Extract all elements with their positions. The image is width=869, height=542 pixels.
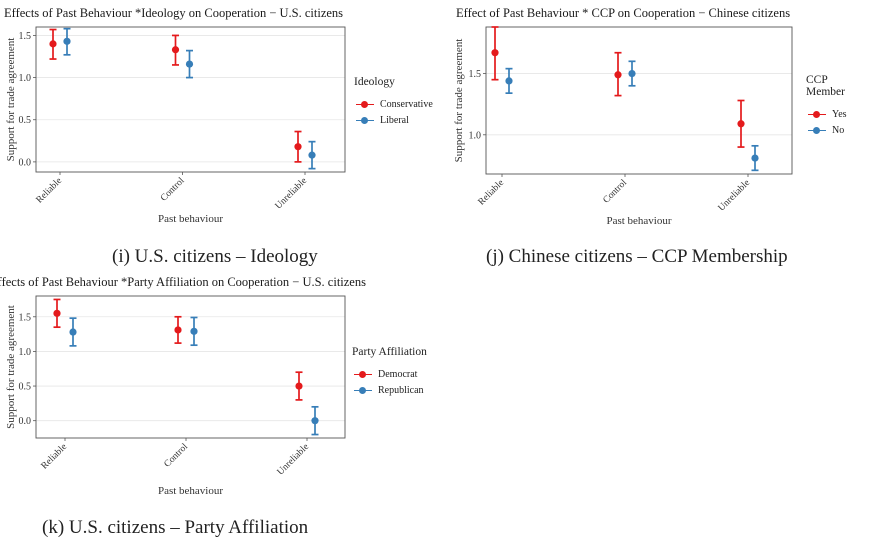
data-point — [628, 69, 636, 78]
x-axis-title: Past behaviour — [158, 485, 223, 497]
data-point — [294, 143, 302, 151]
data-point — [185, 60, 194, 68]
data-point — [174, 326, 182, 334]
x-tick-label: Control — [602, 178, 630, 206]
legend-label: Conservative — [380, 98, 433, 110]
data-point — [308, 151, 316, 159]
legend: Party Affiliation Democrat Republican — [352, 346, 427, 398]
data-point — [69, 328, 77, 336]
y-tick-label: 0.0 — [19, 157, 32, 168]
data-point — [737, 120, 745, 128]
y-axis-title: Support for trade agreement — [5, 305, 17, 429]
legend-label: Democrat — [378, 368, 418, 380]
legend-label: Liberal — [380, 114, 409, 126]
data-point — [295, 382, 303, 390]
x-axis-title: Past behaviour — [606, 215, 671, 227]
chart-plot: 1.0 1.5 Reliable Control Unreliable Past beha… — [453, 26, 793, 227]
legend-title: Party Affiliation — [352, 346, 427, 358]
plot-border — [485, 26, 793, 175]
y-axis-title: Support for trade agreement — [5, 38, 17, 162]
x-tick-label: Unreliable — [717, 178, 752, 213]
y-axis-title: Support for trade agreement — [453, 39, 465, 163]
chart-panel-ideology: Effects of Past Behaviour *Ideology on C… — [0, 0, 433, 270]
plot-border — [35, 295, 346, 439]
data-point — [491, 49, 499, 57]
x-tick-label: Reliable — [477, 178, 506, 207]
x-axis-title: Past behaviour — [158, 213, 223, 225]
data-point — [171, 46, 180, 54]
chart-plot: 0.0 0.5 1.0 1.5 Reliable Control Unreliable Pas… — [5, 295, 346, 497]
y-tick-label: 1.5 — [19, 312, 32, 323]
legend-label: Republican — [378, 384, 424, 396]
chart-title: Effect of Past Behaviour * CCP on Cooper… — [456, 6, 791, 20]
chart-panel-party: Effects of Past Behaviour *Party Affilia… — [0, 272, 440, 542]
legend-title: CCP Member — [806, 74, 845, 98]
data-point — [63, 37, 71, 45]
legend-item-republican: Republican — [352, 382, 427, 398]
figure-caption: (k) U.S. citizens – Party Affiliation — [42, 517, 309, 538]
y-tick-label: 1.0 — [19, 73, 32, 84]
y-tick-label: 0.0 — [19, 416, 32, 427]
legend-item-yes: Yes — [806, 106, 869, 122]
data-point — [53, 309, 61, 317]
data-point — [751, 154, 759, 162]
legend-label: No — [832, 124, 845, 136]
y-tick-label: 1.0 — [19, 347, 32, 358]
x-tick-label: Control — [159, 176, 187, 204]
legend-label: Yes — [832, 108, 847, 120]
y-tick-label: 0.5 — [19, 382, 32, 393]
figure-caption: (j) Chinese citizens – CCP Membership — [486, 246, 788, 267]
y-tick-label: 1.5 — [19, 31, 32, 42]
data-point — [190, 327, 198, 335]
x-tick-label: Unreliable — [274, 176, 309, 211]
figure-caption: (i) U.S. citizens – Ideology — [112, 246, 318, 267]
legend-item-democrat: Democrat — [352, 366, 427, 382]
plot-border — [35, 26, 346, 173]
data-point — [311, 417, 319, 425]
y-tick-label: 0.5 — [19, 115, 32, 126]
data-point — [614, 71, 622, 79]
x-tick-label: Reliable — [35, 176, 64, 205]
legend-item-no: No — [806, 122, 869, 138]
y-tick-label: 1.0 — [469, 130, 482, 141]
chart-panel-ccp: Effect of Past Behaviour * CCP on Cooper… — [448, 0, 869, 270]
x-tick-label: Unreliable — [276, 442, 311, 477]
legend: Ideology Conservative Liberal — [354, 76, 433, 128]
x-tick-label: Reliable — [40, 442, 69, 471]
data-point — [49, 40, 57, 48]
chart-plot: 0.0 0.5 1.0 1.5 Reliable Control Unreliable Pas… — [5, 26, 346, 225]
x-tick-label: Control — [163, 442, 191, 470]
legend-item-liberal: Liberal — [354, 112, 433, 128]
chart-title: Effects of Past Behaviour *Party Affilia… — [0, 275, 366, 289]
legend-item-conservative: Conservative — [354, 96, 433, 112]
y-tick-label: 1.5 — [469, 69, 482, 80]
legend-title: Ideology — [354, 76, 395, 88]
legend: CCP Member Yes No — [806, 74, 869, 138]
chart-title: Effects of Past Behaviour *Ideology on C… — [4, 6, 344, 20]
data-point — [505, 77, 513, 85]
